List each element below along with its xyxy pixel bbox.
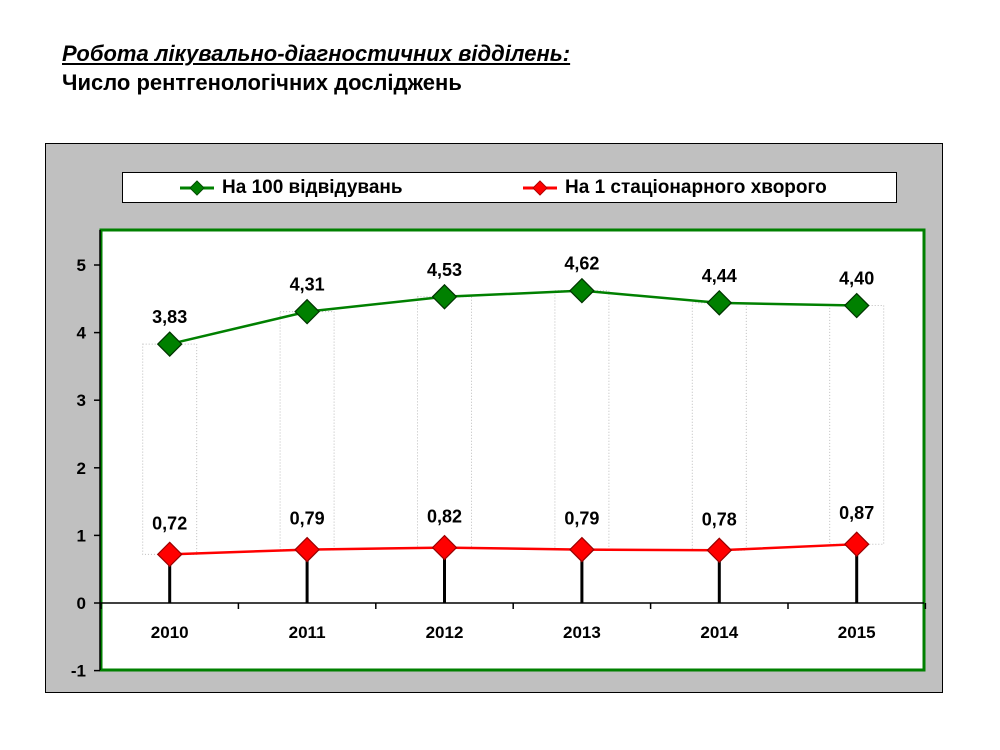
y-tick-label: 1 [77, 526, 86, 545]
drop-box [142, 343, 198, 555]
series-green-data-label: 4,44 [702, 266, 737, 286]
series-red-data-label: 0,79 [564, 509, 599, 529]
x-tick-label: 2015 [838, 623, 876, 642]
legend-label-series-1: На 100 відвідувань [222, 177, 403, 198]
series-green-line [169, 289, 857, 346]
series-red-point [706, 537, 733, 564]
legend-item-series-2: На 1 стаціонарного хворого [521, 176, 827, 200]
legend-marker-red [523, 180, 557, 196]
series-green-data-label: 4,40 [839, 269, 874, 289]
series-green-data-label: 4,53 [427, 260, 462, 280]
legend-item-series-1: На 100 відвідувань [178, 176, 403, 200]
series-red-line [169, 542, 857, 556]
y-tick-label: 4 [77, 324, 87, 343]
x-tick-label: 2011 [289, 623, 326, 642]
y-tick-label: 2 [77, 459, 86, 478]
x-tick-label: 2014 [700, 623, 738, 642]
x-tick-label: 2010 [151, 623, 189, 642]
series-green-point [294, 298, 320, 325]
series-green-point [569, 277, 595, 304]
x-tick-label: 2012 [426, 623, 464, 642]
series-green-data-label: 4,62 [564, 254, 599, 274]
series-red-point [569, 536, 595, 563]
series-green-point [156, 331, 183, 357]
series-red-point [294, 536, 320, 563]
x-tick-label: 2013 [563, 623, 601, 642]
legend-marker-green [180, 180, 214, 196]
series-red-data-label: 0,82 [427, 507, 462, 527]
series-red-data-label: 0,79 [290, 509, 325, 529]
series-green-point [706, 290, 733, 316]
series-green-point [843, 292, 870, 319]
chart-legend: На 100 відвідувань На 1 стаціонарного хв… [122, 172, 897, 203]
page-subtitle: Число рентгенологічних досліджень [62, 70, 462, 95]
series-red-data-label: 0,87 [839, 503, 874, 523]
drop-box [417, 296, 472, 549]
series-red-point [431, 534, 458, 561]
series-red-point [156, 541, 183, 568]
series-green-data-label: 4,31 [290, 275, 325, 295]
y-tick-label: -1 [71, 662, 86, 681]
drop-box [829, 305, 885, 545]
series-red-point [843, 531, 870, 558]
series-green-point [431, 283, 458, 310]
legend-label-series-2: На 1 стаціонарного хворого [565, 177, 827, 198]
series-red-data-label: 0,78 [702, 509, 737, 529]
y-tick-label: 3 [77, 391, 86, 410]
page-title: Робота лікувально-діагностичних відділен… [62, 41, 571, 66]
series-red-data-label: 0,72 [152, 513, 187, 533]
y-tick-label: 5 [77, 256, 86, 275]
drop-box [279, 311, 335, 551]
series-green-data-label: 3,83 [152, 307, 187, 327]
page-heading: Робота лікувально-діагностичних відділен… [62, 40, 570, 98]
y-tick-label: 0 [77, 594, 86, 613]
